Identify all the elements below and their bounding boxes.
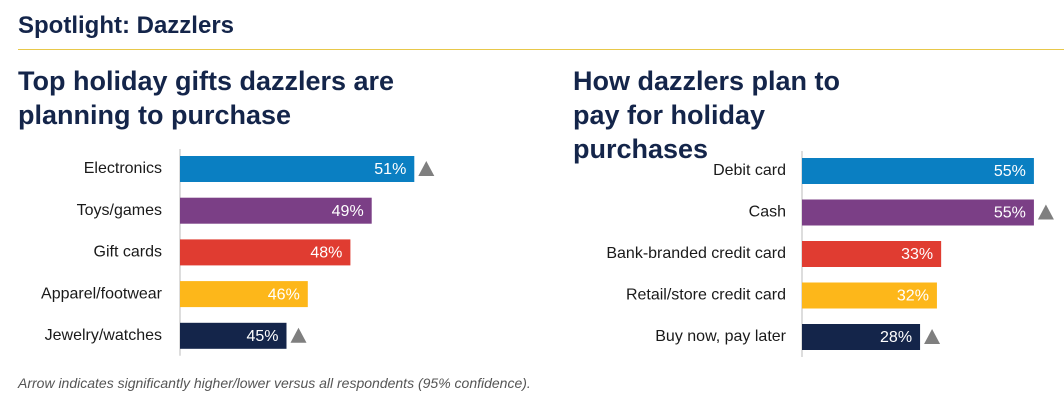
category-label: Retail/store credit card — [626, 287, 786, 304]
category-label: Electronics — [84, 160, 162, 177]
divider — [18, 49, 1064, 50]
bar — [802, 324, 921, 350]
category-label: Jewelry/watches — [45, 327, 162, 344]
value-label: 55% — [994, 205, 1026, 222]
value-label: 33% — [901, 246, 933, 263]
bar — [180, 322, 287, 349]
category-label: Gift cards — [94, 244, 162, 261]
significance-arrow — [418, 161, 435, 176]
chart-title: Top holiday gifts dazzlers are planning … — [18, 66, 395, 130]
bar — [802, 158, 1034, 184]
significance-arrow — [924, 329, 941, 344]
footnote: Arrow indicates significantly higher/low… — [18, 375, 531, 391]
bar — [180, 197, 372, 224]
bar — [802, 199, 1034, 226]
bar — [802, 282, 937, 309]
value-label: 55% — [994, 163, 1026, 180]
value-label: 28% — [880, 329, 912, 346]
category-label: Buy now, pay later — [655, 328, 786, 345]
bar — [180, 239, 351, 266]
bar — [180, 156, 415, 182]
bar — [802, 241, 942, 267]
value-label: 51% — [374, 161, 406, 178]
category-label: Bank-branded credit card — [606, 245, 786, 262]
significance-arrow — [1037, 204, 1054, 220]
category-label: Toys/games — [77, 202, 162, 219]
page-title: Spotlight: Dazzlers — [18, 12, 235, 39]
value-label: 49% — [332, 203, 364, 220]
chart-title: How dazzlers plan to pay for holiday pur… — [573, 66, 841, 164]
value-label: 45% — [246, 328, 278, 345]
category-label: Cash — [749, 204, 786, 221]
value-label: 46% — [268, 286, 300, 303]
value-label: 32% — [897, 288, 929, 305]
category-label: Debit card — [713, 162, 786, 179]
bar — [180, 281, 308, 308]
category-label: Apparel/footwear — [41, 285, 163, 302]
value-label: 48% — [310, 245, 342, 262]
significance-arrow — [290, 327, 307, 343]
